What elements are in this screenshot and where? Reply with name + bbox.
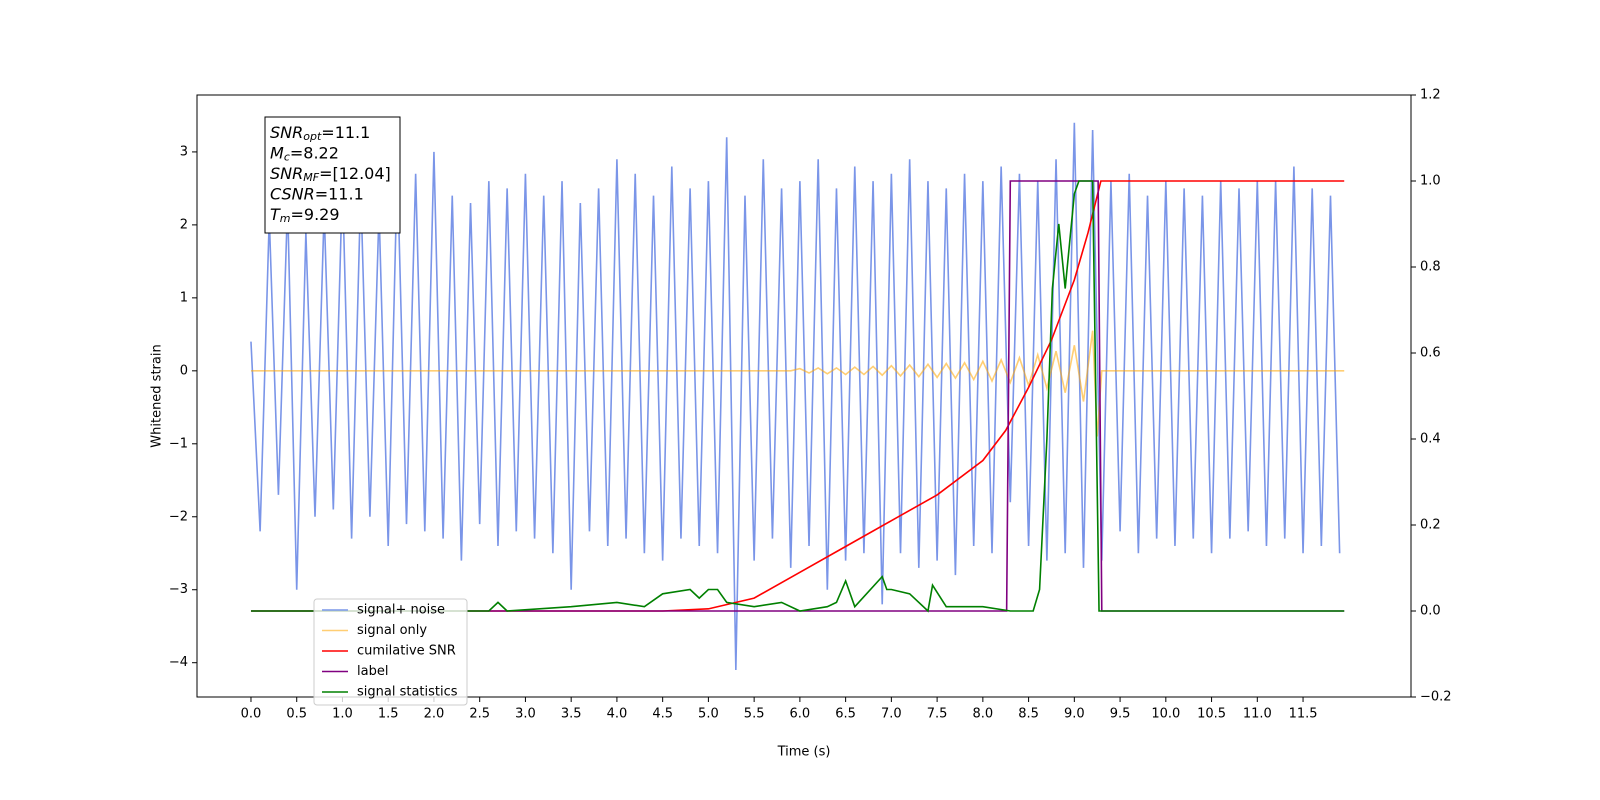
x-tick-label: 2.5 bbox=[469, 707, 490, 722]
annotation-subscript: c bbox=[284, 151, 290, 164]
legend-label: signal statistics bbox=[357, 685, 458, 700]
x-tick-label: 0.0 bbox=[241, 707, 262, 722]
annotation: Mc=8.22 bbox=[270, 143, 339, 164]
y2-tick-label: 0.2 bbox=[1420, 518, 1441, 533]
x-tick-label: 6.0 bbox=[790, 707, 811, 722]
x-tick-label: 10.5 bbox=[1197, 707, 1226, 722]
y-tick-label: −4 bbox=[169, 655, 188, 670]
annotation: Tm=9.29 bbox=[270, 205, 340, 226]
x-axis-label: Time (s) bbox=[777, 745, 831, 760]
x-tick-label: 4.0 bbox=[607, 707, 628, 722]
legend: signal+ noise signal only cumilative SNR la… bbox=[313, 598, 468, 706]
x-tick-label: 4.5 bbox=[652, 707, 673, 722]
annotation: SNRopt=11.1 bbox=[270, 123, 370, 144]
annotation-frame bbox=[264, 116, 401, 234]
y2-tick-label: 1.0 bbox=[1420, 174, 1441, 189]
x-tick-label: 0.5 bbox=[286, 707, 307, 722]
annotation-box: SNRopt=11.1Mc=8.22SNRMF=[12.04]CSNR=11.1… bbox=[264, 116, 401, 234]
y-axis-label: Whitened strain bbox=[150, 344, 165, 447]
legend-label: label bbox=[357, 664, 388, 679]
annotation: CSNR=11.1 bbox=[270, 184, 364, 203]
series-line bbox=[250, 330, 1345, 437]
annotation-subscript: opt bbox=[303, 130, 322, 143]
annotation-symbol: CSNR bbox=[270, 184, 315, 203]
x-tick-label: 5.0 bbox=[698, 707, 719, 722]
x-tick-label: 8.0 bbox=[973, 707, 994, 722]
legend-label: signal only bbox=[357, 623, 427, 638]
x-tick-label: 3.5 bbox=[561, 707, 582, 722]
legend-label: signal+ noise bbox=[357, 603, 445, 618]
annotation: SNRMF=[12.04] bbox=[270, 164, 391, 185]
y-tick-label: −1 bbox=[169, 436, 188, 451]
x-tick-label: 9.0 bbox=[1064, 707, 1085, 722]
series-line bbox=[250, 122, 1341, 671]
y2-tick-label: 0.6 bbox=[1420, 346, 1441, 361]
annotation-value: =[12.04] bbox=[319, 164, 391, 183]
y2-tick-label: 0.4 bbox=[1420, 432, 1441, 447]
y2-tick-label: 0.0 bbox=[1420, 604, 1441, 619]
legend-frame bbox=[313, 598, 468, 706]
x-tick-label: 1.0 bbox=[332, 707, 353, 722]
series-line bbox=[250, 180, 1345, 612]
y2-tick-label: 1.2 bbox=[1420, 88, 1441, 103]
x-tick-label: 10.0 bbox=[1151, 707, 1180, 722]
y-tick-label: 1 bbox=[180, 290, 188, 305]
annotation-symbol: T bbox=[270, 205, 281, 224]
legend-label: cumilative SNR bbox=[357, 644, 456, 659]
annotation-symbol: M bbox=[270, 143, 284, 162]
x-tick-label: 1.5 bbox=[378, 707, 399, 722]
y-tick-label: 0 bbox=[180, 363, 188, 378]
x-tick-label: 3.0 bbox=[515, 707, 536, 722]
x-tick-label: 6.5 bbox=[835, 707, 856, 722]
x-tick-label: 9.5 bbox=[1110, 707, 1131, 722]
annotation-value: =8.22 bbox=[290, 143, 339, 162]
y-tick-label: −2 bbox=[169, 509, 188, 524]
annotation-subscript: MF bbox=[303, 171, 319, 184]
annotation-subscript: m bbox=[280, 212, 291, 225]
x-tick-label: 5.5 bbox=[744, 707, 765, 722]
y-tick-label: 3 bbox=[180, 144, 188, 159]
annotation-symbol: SNR bbox=[270, 164, 303, 183]
annotation-value: =11.1 bbox=[321, 123, 370, 142]
x-tick-label: 11.0 bbox=[1243, 707, 1272, 722]
plot-frame bbox=[196, 94, 1412, 698]
y2-tick-label: −0.2 bbox=[1420, 690, 1452, 705]
y-tick-label: −3 bbox=[169, 582, 188, 597]
x-tick-label: 8.5 bbox=[1018, 707, 1039, 722]
series-line bbox=[250, 180, 1345, 613]
x-tick-label: 7.0 bbox=[881, 707, 902, 722]
x-tick-label: 11.5 bbox=[1289, 707, 1318, 722]
annotation-value: =11.1 bbox=[315, 184, 364, 203]
x-tick-label: 7.5 bbox=[927, 707, 948, 722]
annotation-symbol: SNR bbox=[270, 123, 303, 142]
x-tick-label: 2.0 bbox=[424, 707, 445, 722]
y2-tick-label: 0.8 bbox=[1420, 260, 1441, 275]
y-tick-label: 2 bbox=[180, 217, 188, 232]
annotation-value: =9.29 bbox=[291, 205, 340, 224]
